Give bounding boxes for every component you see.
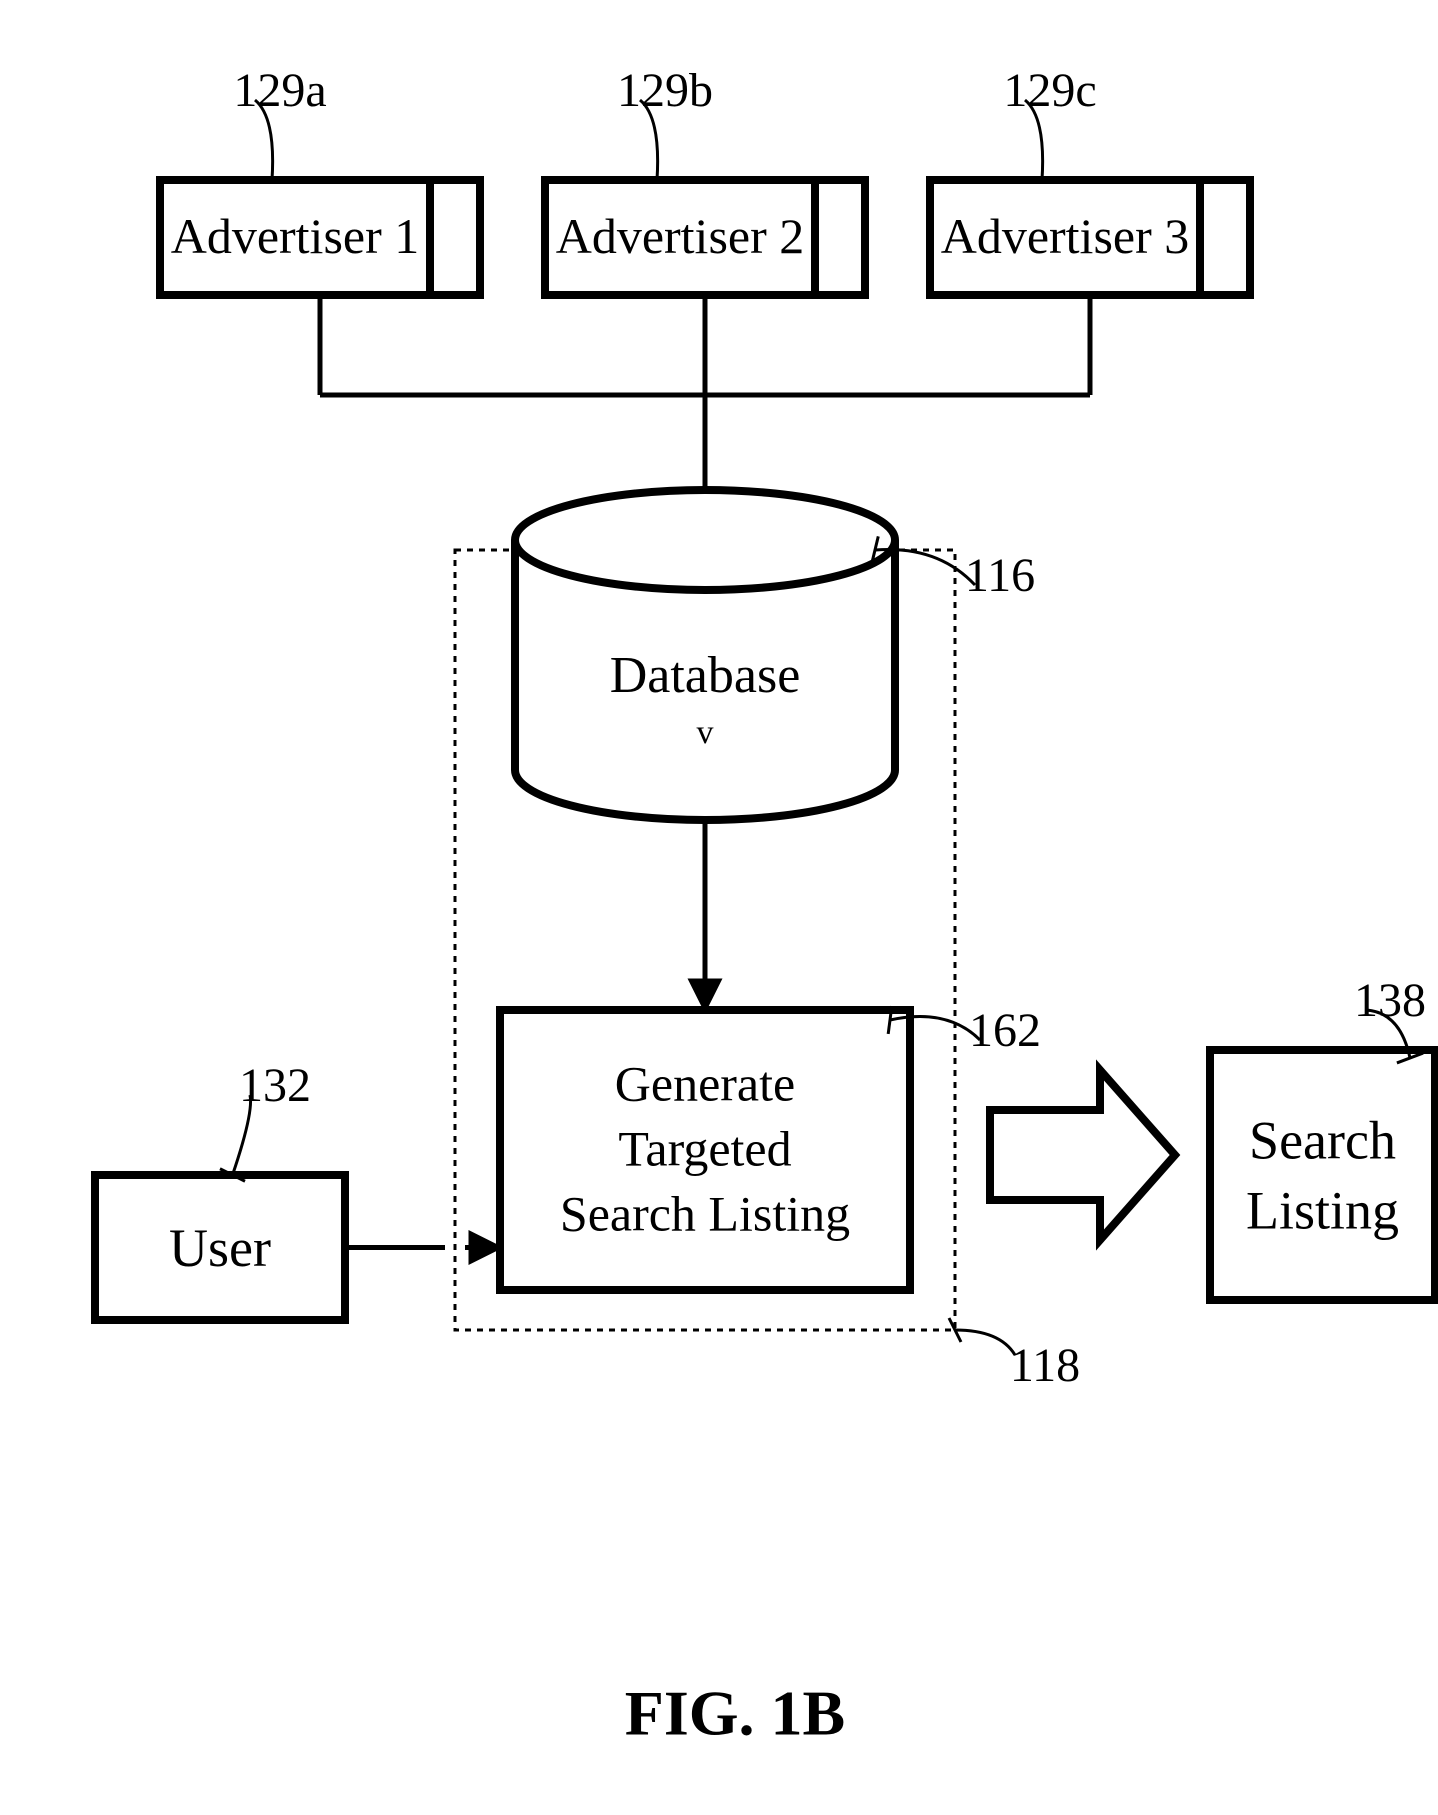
ref-162: 162 [969, 1004, 1041, 1057]
generate-label-2: Search Listing [560, 1185, 850, 1241]
database-label: Database [610, 647, 801, 704]
figure-label: FIG. 1B [625, 1678, 845, 1749]
search-listing-label-0: Search [1249, 1110, 1396, 1170]
adv1-label: Advertiser 1 [171, 208, 420, 264]
generate-label-0: Generate [615, 1055, 795, 1111]
ref-132: 132 [239, 1059, 311, 1112]
ref-129c: 129c [1003, 64, 1096, 117]
output-arrow [990, 1070, 1175, 1240]
generate-label-1: Targeted [618, 1120, 791, 1176]
adv2-label: Advertiser 2 [556, 208, 805, 264]
ref-129a: 129a [233, 64, 326, 117]
search-listing-label-1: Listing [1246, 1180, 1399, 1240]
ref-129b: 129b [617, 64, 713, 117]
ref-138: 138 [1354, 974, 1426, 1027]
svg-text:118: 118 [1010, 1339, 1080, 1392]
adv3-label: Advertiser 3 [941, 208, 1190, 264]
search-listing-box [1210, 1050, 1435, 1300]
svg-text:v: v [697, 714, 714, 751]
user-label: User [169, 1218, 271, 1278]
ref-116: 116 [965, 549, 1035, 602]
